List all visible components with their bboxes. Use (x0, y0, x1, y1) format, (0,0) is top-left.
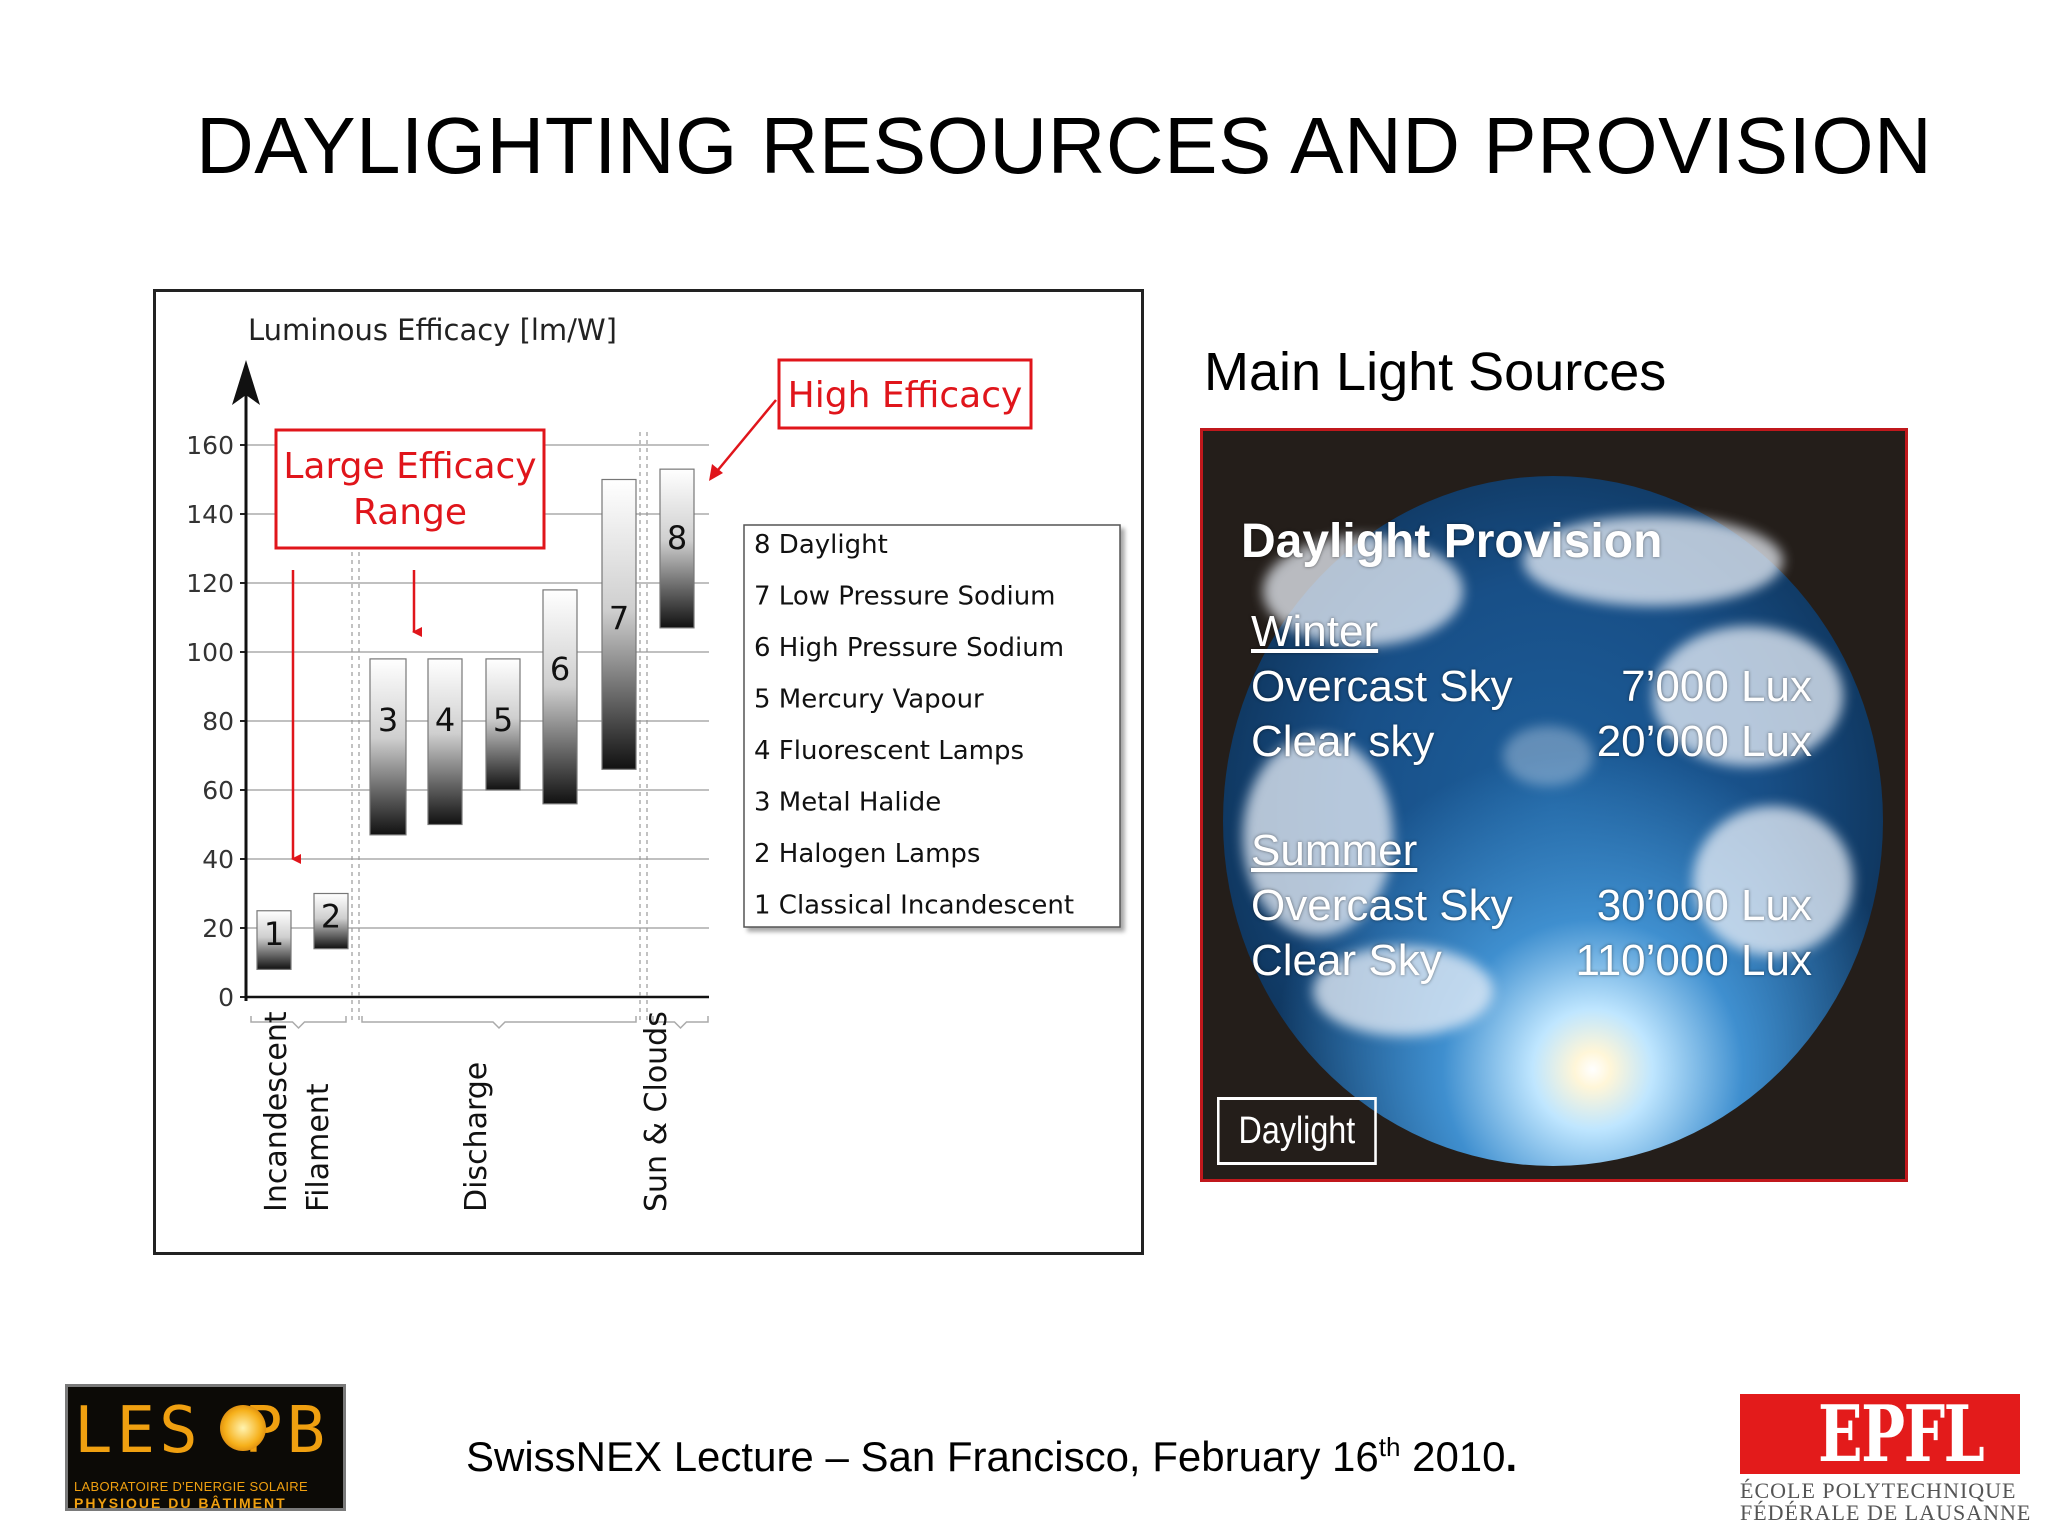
y-tick-label: 60 (202, 776, 234, 805)
sky-fisheye-image (1223, 476, 1883, 1166)
footer-period: . (1505, 1433, 1518, 1480)
group-label: Filament (301, 1083, 336, 1212)
bar-4 (427, 658, 463, 826)
winter-clear-value: 20’000 Lux (1596, 717, 1812, 766)
provision-title: Daylight Provision (1241, 515, 1663, 568)
bar-label-3: 3 (378, 701, 398, 739)
summer-overcast-value: 30’000 Lux (1596, 881, 1812, 930)
slide-title: DAYLIGHTING RESOURCES AND PROVISION (196, 101, 1933, 190)
y-tick-label: 20 (202, 914, 234, 943)
legend-item: 6 High Pressure Sodium (754, 633, 1064, 663)
footer-caption: SwissNEX Lecture – San Francisco, Februa… (466, 1422, 1517, 1482)
legend-item: 8 Daylight (754, 530, 888, 560)
summer-overcast-label: Overcast Sky (1251, 881, 1513, 930)
group-brace (652, 1016, 709, 1030)
legend-item: 4 Fluorescent Lamps (754, 736, 1024, 766)
summer-label: Summer (1251, 826, 1418, 875)
leso-pb-logo: LES PB LABORATOIRE D'ENERGIE SOLAIRE PHY… (65, 1384, 346, 1511)
y-axis-arrow-icon (232, 360, 260, 405)
bar-5 (485, 658, 521, 791)
sun-icon (220, 1405, 266, 1451)
epfl-logo: EPFL ÉCOLE POLYTECHNIQUE FÉDÉRALE DE LAU… (1740, 1394, 2030, 1525)
efficacy-chart-svg: Luminous Efficacy [lm/W] 0 20 40 60 80 100 120 1… (186, 313, 1121, 1212)
large-range-box (274, 428, 546, 550)
y-tick-label: 100 (186, 638, 234, 667)
bar-6 (542, 589, 578, 805)
group-label: Sun & Clouds (639, 1011, 674, 1212)
bar-label-7: 7 (609, 600, 629, 638)
bar-1 (256, 910, 292, 971)
large-range-label-line1: Large Efficacy (283, 446, 536, 487)
y-tick-label: 140 (186, 500, 234, 529)
high-efficacy-box (777, 358, 1033, 430)
efficacy-chart: Luminous Efficacy [lm/W] 0 20 40 60 80 100 120 1… (153, 289, 1144, 1255)
high-efficacy-label: High Efficacy (788, 375, 1023, 416)
y-tick-label: 120 (186, 569, 234, 598)
bar-2 (313, 892, 349, 950)
y-axis-label: Luminous Efficacy [lm/W] (248, 313, 617, 347)
leso-logo-line2: PHYSIQUE DU BÂTIMENT (74, 1495, 287, 1511)
group-label: Discharge (459, 1062, 494, 1212)
winter-clear-label: Clear sky (1251, 717, 1435, 766)
section-heading: Main Light Sources (1204, 342, 1667, 402)
epfl-logo-block: EPFL (1740, 1394, 2020, 1474)
high-efficacy-arrow-line (717, 399, 777, 471)
legend-item: 2 Halogen Lamps (754, 839, 980, 869)
y-tick-label: 40 (202, 845, 234, 874)
group-brace (250, 1016, 347, 1030)
winter-overcast-label: Overcast Sky (1251, 662, 1513, 711)
y-tick-label: 80 (202, 707, 234, 736)
daylight-badge: Daylight (1217, 1097, 1377, 1165)
y-tick-label: 160 (186, 431, 234, 460)
legend-box (743, 524, 1121, 928)
large-range-label-line2: Range (353, 492, 467, 533)
legend-item: 3 Metal Halide (754, 788, 941, 818)
legend-item: 5 Mercury Vapour (754, 685, 984, 715)
bar-label-2: 2 (321, 898, 341, 936)
legend-item: 7 Low Pressure Sodium (754, 582, 1056, 612)
group-brace (361, 1016, 637, 1030)
bar-3 (369, 658, 407, 836)
footer-superscript: th (1378, 1432, 1401, 1462)
summer-clear-value: 110’000 Lux (1575, 936, 1813, 985)
group-label: Incandescent (259, 1011, 294, 1212)
winter-overcast-value: 7’000 Lux (1621, 662, 1812, 711)
bar-label-1: 1 (264, 915, 284, 953)
footer-year: 2010 (1400, 1433, 1506, 1480)
epfl-logo-line1: ÉCOLE POLYTECHNIQUE (1740, 1478, 2017, 1503)
bar-8 (659, 468, 695, 629)
bar-label-6: 6 (550, 650, 570, 688)
legend-item: 1 Classical Incandescent (754, 891, 1074, 921)
high-efficacy-arrow-head (709, 464, 723, 481)
daylight-provision-panel: Daylight Provision Winter Overcast Sky 7… (1200, 428, 1908, 1182)
leso-logo-word: LES PB (74, 1394, 330, 1468)
footer-main: SwissNEX Lecture – San Francisco, Februa… (466, 1433, 1379, 1480)
bar-label-5: 5 (493, 701, 513, 739)
y-tick-label: 0 (218, 983, 234, 1012)
epfl-logo-word: EPFL (1818, 1394, 1985, 1474)
bar-label-8: 8 (667, 519, 687, 557)
winter-label: Winter (1251, 607, 1379, 656)
epfl-logo-line2: FÉDÉRALE DE LAUSANNE (1740, 1500, 2032, 1525)
bar-7 (601, 478, 637, 770)
summer-clear-label: Clear Sky (1251, 936, 1442, 985)
bar-label-4: 4 (435, 701, 455, 739)
leso-logo-line1: LABORATOIRE D'ENERGIE SOLAIRE (74, 1479, 308, 1494)
